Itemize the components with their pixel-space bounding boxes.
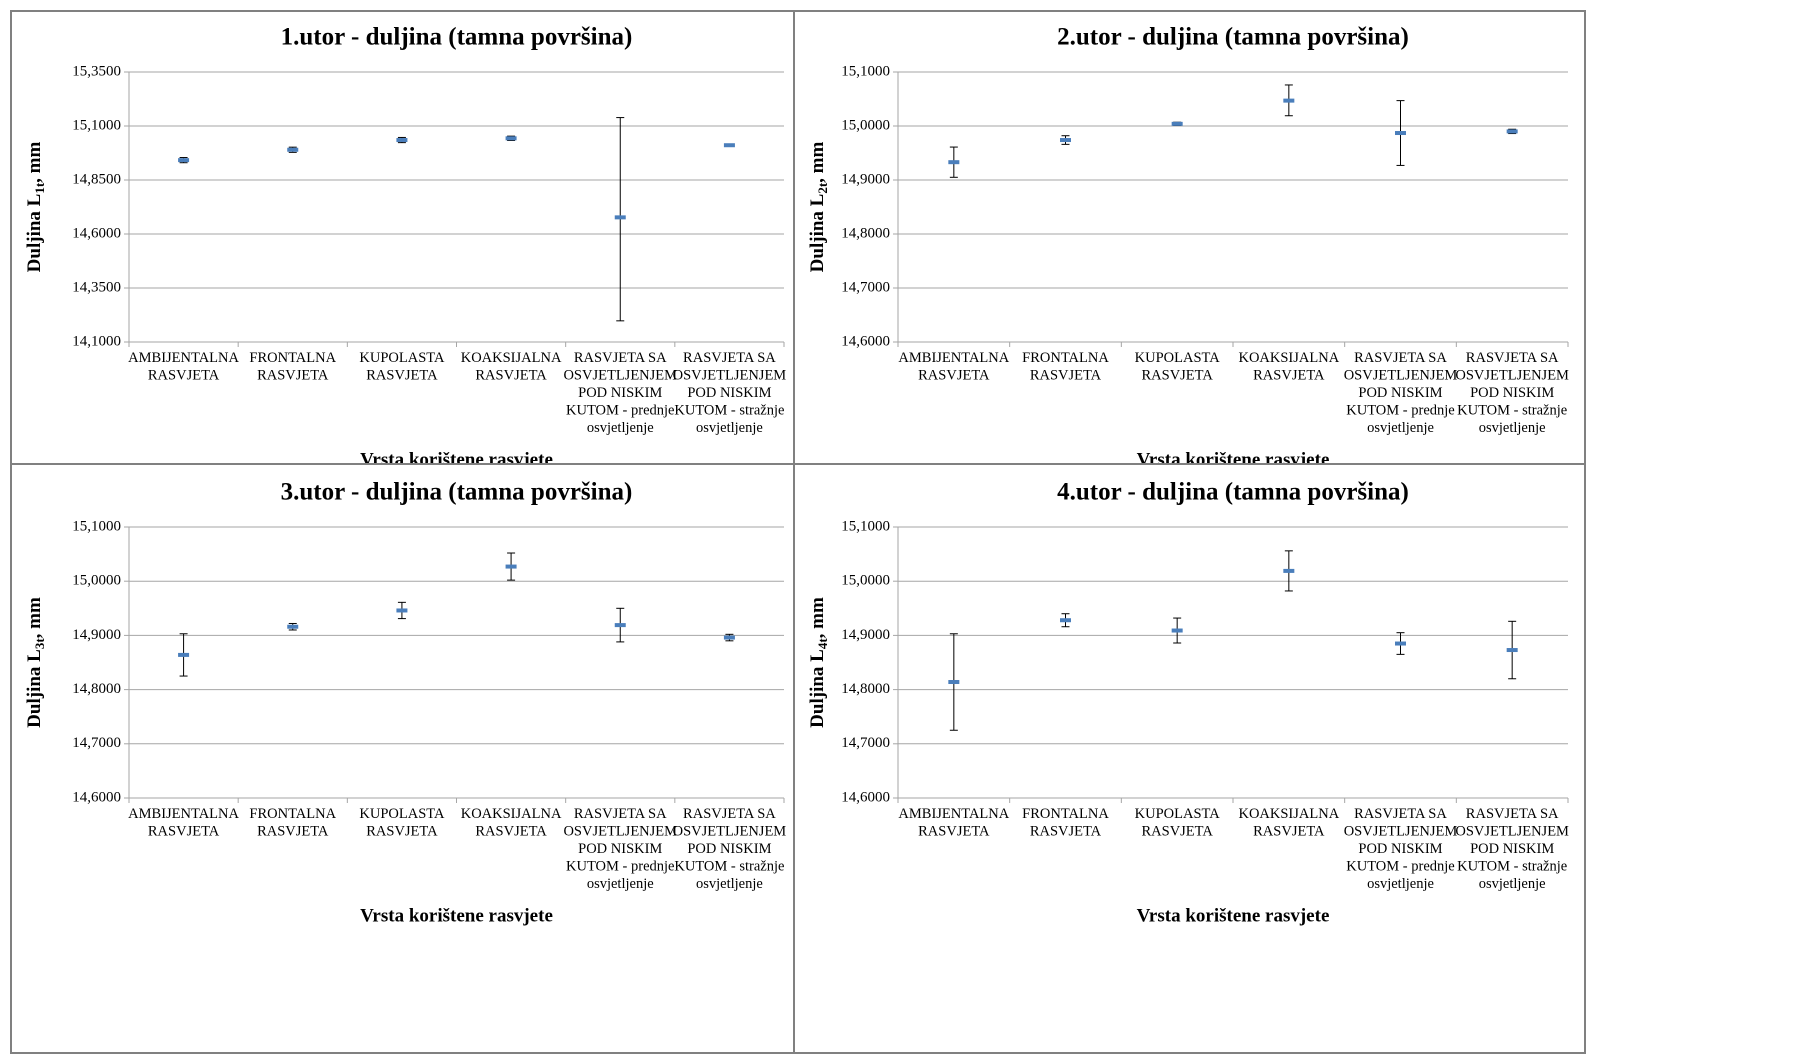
chart-title: 1.utor - duljina (tamna površina) <box>281 24 633 51</box>
x-category-label: KUPOLASTA RASVJETA <box>1135 350 1221 384</box>
x-category-label: RASVJETA SA OSVJETLJENJEM POD NISKIM KUTOM … <box>1455 806 1569 892</box>
y-tick-label: 14,7000 <box>72 735 121 751</box>
chart-title: 3.utor - duljina (tamna površina) <box>281 479 633 506</box>
y-tick-label: 15,0000 <box>841 573 890 589</box>
chart-title: 2.utor - duljina (tamna površina) <box>1057 24 1409 51</box>
x-category-label: RASVJETA SA OSVJETLJENJEM POD NISKIM KUTOM … <box>673 350 787 436</box>
data-point-marker <box>1506 129 1518 134</box>
y-tick-label: 15,1000 <box>72 117 121 133</box>
x-category-label: RASVJETA SA OSVJETLJENJEM POD NISKIM KUTOM … <box>1455 350 1569 436</box>
y-tick-label: 15,1000 <box>841 518 890 534</box>
x-category-label: AMBIJENTALNA RASVJETA <box>898 350 1009 384</box>
data-point-marker <box>505 564 517 569</box>
y-tick-label: 15,3500 <box>72 63 121 79</box>
x-axis-title: Vrsta korištene rasvjete <box>360 449 553 463</box>
data-point-marker <box>1171 121 1183 126</box>
y-tick-label: 14,7000 <box>841 279 890 295</box>
y-tick-label: 14,8000 <box>841 225 890 241</box>
x-category-label: KOAKSIJALNA RASVJETA <box>461 806 562 840</box>
y-tick-label: 14,6000 <box>72 225 121 241</box>
data-point-marker <box>614 215 626 220</box>
x-category-label: AMBIJENTALNA RASVJETA <box>128 350 239 384</box>
y-tick-label: 14,3500 <box>72 279 121 295</box>
data-point-marker <box>178 652 190 657</box>
data-point-marker <box>723 635 735 640</box>
data-point-marker <box>1395 641 1406 646</box>
data-point-marker <box>1060 618 1071 623</box>
x-category-label: KOAKSIJALNA RASVJETA <box>1238 806 1339 840</box>
x-category-label: RASVJETA SA OSVJETLJENJEM POD NISKIM KUTOM … <box>1344 350 1458 436</box>
data-point-marker <box>1171 628 1183 633</box>
y-axis-title: Duljina L4t, mm <box>807 597 830 728</box>
data-point-marker <box>396 138 408 143</box>
x-category-label: FRONTALNA RASVJETA <box>1022 806 1109 840</box>
y-tick-label: 15,1000 <box>841 63 890 79</box>
chart-4-svg: 4.utor - duljina (tamna površina) 14,6000… <box>807 479 1569 927</box>
y-tick-label: 14,8000 <box>841 681 890 697</box>
y-axis-title: Duljina L3t, mm <box>24 597 47 728</box>
x-axis-title: Vrsta korištene rasvjete <box>1137 449 1330 463</box>
x-category-label: FRONTALNA RASVJETA <box>249 350 336 384</box>
x-category-label: FRONTALNA RASVJETA <box>1022 350 1109 384</box>
chart-title: 4.utor - duljina (tamna površina) <box>1057 479 1409 506</box>
data-point-marker <box>1283 98 1295 103</box>
data-point-marker <box>614 623 626 628</box>
y-tick-label: 14,9000 <box>841 627 890 643</box>
x-category-label: FRONTALNA RASVJETA <box>249 806 336 840</box>
x-category-label: KUPOLASTA RASVJETA <box>359 350 445 384</box>
x-category-label: KUPOLASTA RASVJETA <box>359 806 445 840</box>
y-tick-label: 14,9000 <box>841 171 890 187</box>
chart-2-svg: 2.utor - duljina (tamna površina) 14,6000… <box>807 24 1569 463</box>
y-axis-title: Duljina L1t, mm <box>24 141 47 272</box>
x-category-label: KOAKSIJALNA RASVJETA <box>461 350 562 384</box>
x-category-label: RASVJETA SA OSVJETLJENJEM POD NISKIM KUTOM … <box>563 350 677 436</box>
data-point-marker <box>723 143 735 148</box>
x-axis-title: Vrsta korištene rasvjete <box>360 905 553 926</box>
x-category-label: KUPOLASTA RASVJETA <box>1135 806 1221 840</box>
y-tick-label: 15,0000 <box>72 573 121 589</box>
y-tick-label: 14,6000 <box>72 789 121 805</box>
y-tick-label: 14,8500 <box>72 171 121 187</box>
chart-panel-4: 4.utor - duljina (tamna površina) 14,6000… <box>793 463 1586 1054</box>
data-point-marker <box>287 624 299 629</box>
y-tick-label: 15,1000 <box>72 518 121 534</box>
data-point-marker <box>396 608 408 613</box>
x-category-label: AMBIJENTALNA RASVJETA <box>128 806 239 840</box>
y-tick-label: 14,6000 <box>841 789 890 805</box>
x-category-label: KOAKSIJALNA RASVJETA <box>1238 350 1339 384</box>
y-axis-title: Duljina L2t, mm <box>807 141 830 272</box>
y-tick-label: 14,9000 <box>72 627 121 643</box>
chart-panel-2: 2.utor - duljina (tamna površina) 14,6000… <box>793 10 1586 465</box>
y-tick-label: 14,6000 <box>841 333 890 349</box>
x-category-label: RASVJETA SA OSVJETLJENJEM POD NISKIM KUTOM … <box>673 806 787 892</box>
data-point-marker <box>1060 138 1071 143</box>
y-tick-label: 15,0000 <box>841 117 890 133</box>
x-category-label: AMBIJENTALNA RASVJETA <box>898 806 1009 840</box>
data-point-marker <box>948 160 960 165</box>
x-axis-title: Vrsta korištene rasvjete <box>1137 905 1330 926</box>
data-point-marker <box>1506 648 1518 653</box>
y-tick-label: 14,7000 <box>841 735 890 751</box>
data-point-marker <box>1283 568 1295 573</box>
chart-panel-1: 1.utor - duljina (tamna površina) 14,1000… <box>10 10 795 465</box>
data-point-marker <box>948 680 960 685</box>
y-tick-label: 14,1000 <box>72 333 121 349</box>
x-category-label: RASVJETA SA OSVJETLJENJEM POD NISKIM KUTOM … <box>563 806 677 892</box>
x-category-label: RASVJETA SA OSVJETLJENJEM POD NISKIM KUTOM … <box>1344 806 1458 892</box>
y-tick-label: 14,8000 <box>72 681 121 697</box>
data-point-marker <box>178 158 190 163</box>
chart-3-svg: 3.utor - duljina (tamna površina) 14,6000… <box>24 479 787 927</box>
data-point-marker <box>1395 131 1406 136</box>
data-point-marker <box>505 136 517 141</box>
chart-panel-3: 3.utor - duljina (tamna površina) 14,6000… <box>10 463 795 1054</box>
data-point-marker <box>287 147 299 152</box>
chart-1-svg: 1.utor - duljina (tamna površina) 14,1000… <box>24 24 787 463</box>
